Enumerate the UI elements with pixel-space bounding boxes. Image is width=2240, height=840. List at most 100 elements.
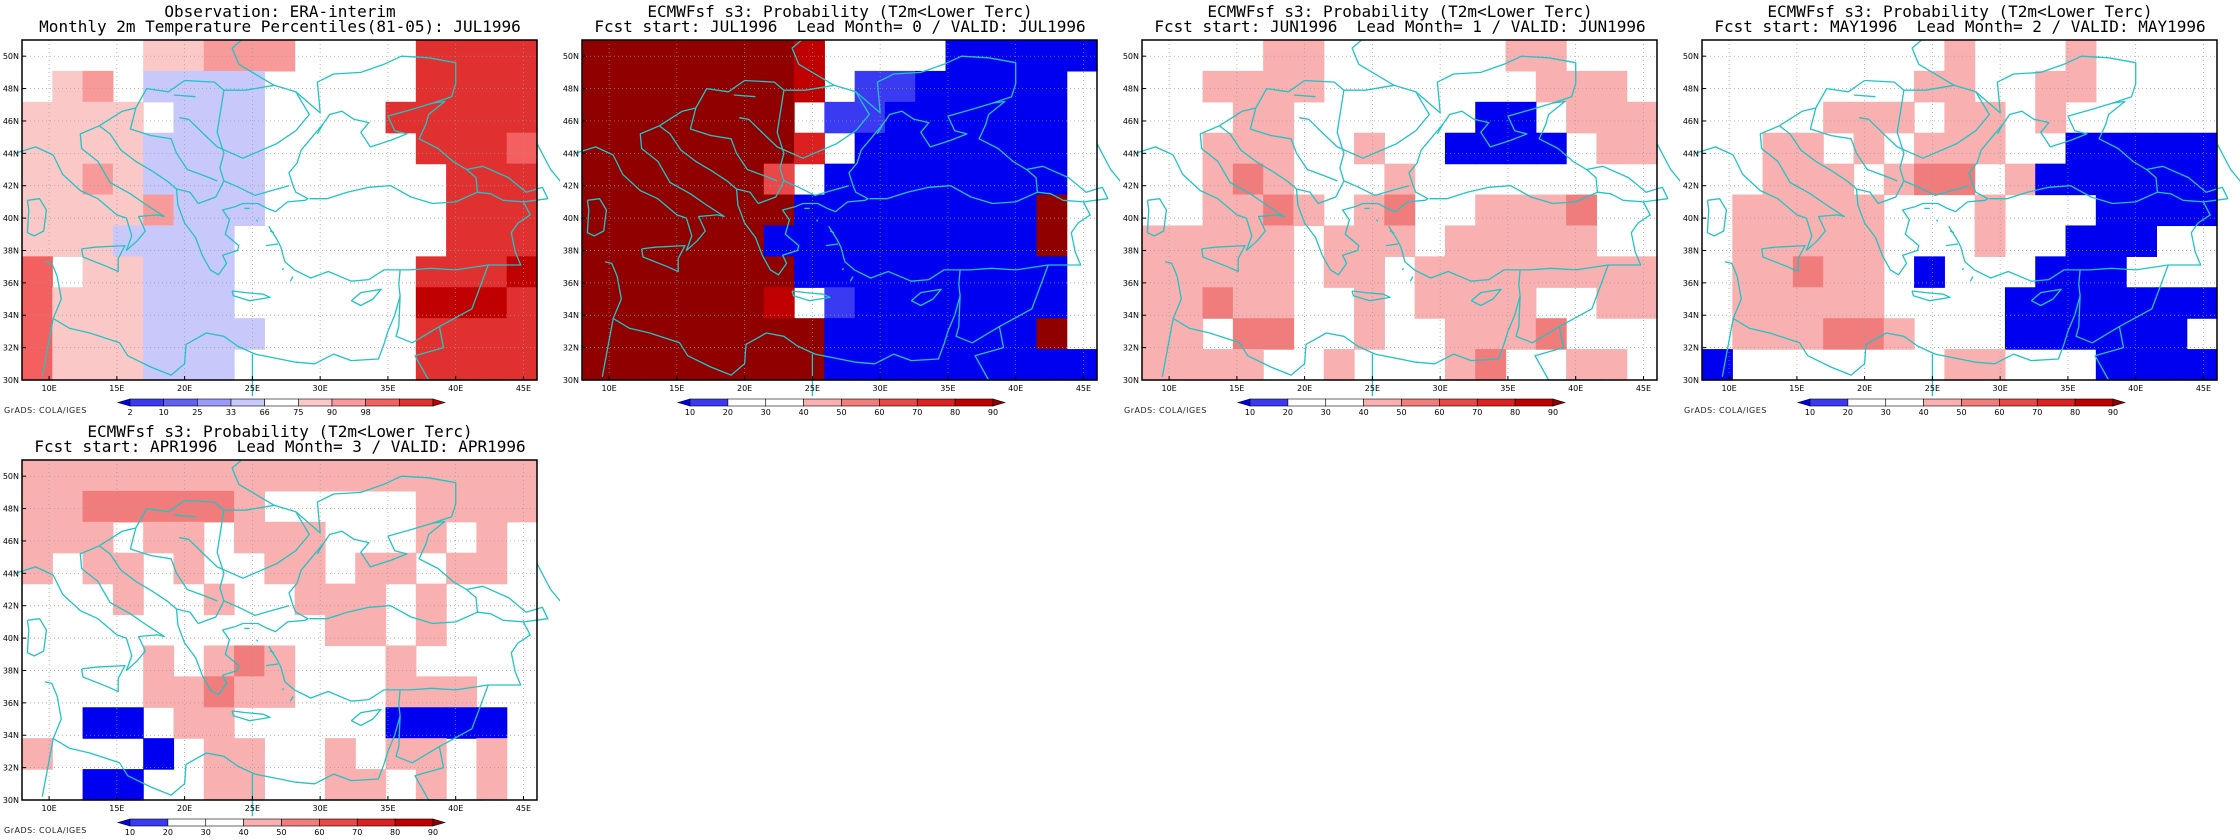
grid-cell (1853, 132, 1885, 165)
grid-cell (476, 552, 508, 585)
grid-cell (173, 349, 205, 381)
grid-cell (1354, 132, 1385, 165)
grid-cell (506, 460, 538, 492)
lat-tick-label: 30N (1123, 376, 1139, 385)
colorbar-tick-label: 30 (761, 408, 771, 417)
colorbar-tick-label: 60 (874, 408, 884, 417)
grid-cell (1535, 256, 1567, 288)
grid-cell (975, 318, 1007, 350)
grid-cell (582, 40, 613, 72)
grid-cell (824, 163, 856, 196)
lat-tick-label: 42N (3, 182, 19, 191)
grid-cell (22, 256, 53, 288)
coastlines (15, 39, 560, 397)
grid-cell (173, 318, 205, 350)
grid-cell (143, 132, 175, 165)
lon-tick-label: 10E (1721, 384, 1736, 393)
lat-tick-label: 44N (3, 569, 19, 578)
grid-cell (582, 256, 613, 288)
colorbar: 10 20 30 40 50 60 70 80 90 (676, 398, 1007, 417)
grid-cell (1036, 318, 1068, 350)
lat-tick-label: 38N (1123, 246, 1139, 255)
grid-cell (612, 70, 644, 103)
grid-cell (582, 70, 613, 103)
colorbar-tick-label: 80 (2070, 408, 2080, 417)
grid-cell (2156, 287, 2188, 319)
grid-cell (915, 194, 947, 227)
grid-cell (672, 70, 704, 103)
grid-cell (672, 349, 704, 381)
grid-cell (1944, 101, 1976, 134)
grid-cell (703, 70, 735, 103)
grid-cell (612, 287, 644, 319)
panel-title-line1: ECMWFsf s3: Probability (T2m<Lower Terc) (1767, 2, 2153, 21)
grid-cell (112, 460, 144, 492)
grid-cell (2186, 349, 2218, 381)
grid-cell (672, 40, 704, 72)
lat-tick-label: 36N (1683, 279, 1699, 288)
grid-cell (1505, 225, 1537, 257)
grid-cell (642, 225, 674, 257)
grid-cell (446, 676, 478, 708)
grid-cell (22, 552, 53, 585)
grid-cell (415, 738, 447, 770)
grid-cell (945, 70, 977, 103)
grid-cell (945, 287, 977, 319)
colorbar-tick-label: 70 (2032, 408, 2042, 417)
lon-tick-label: 15E (109, 384, 124, 393)
grid-cell (854, 163, 886, 196)
grid-cell (1202, 194, 1234, 227)
grid-cell (1006, 225, 1038, 257)
grid-cell (1354, 194, 1385, 227)
panel-observation: Observation: ERA-interim Monthly 2m Temp… (0, 0, 560, 420)
grid-cell (112, 225, 144, 257)
grid-cell (2035, 163, 2067, 196)
grid-cell (1444, 318, 1476, 350)
grid-cell (385, 101, 417, 134)
grid-cell (143, 738, 175, 770)
grid-cell (1626, 287, 1658, 319)
grid-cell (173, 490, 205, 523)
grid-cell (2126, 225, 2158, 257)
grid-cell (1762, 318, 1794, 350)
grid-cell (1505, 318, 1537, 350)
colorbar-tick-label: 70 (352, 828, 362, 837)
grid-cell (112, 163, 144, 196)
lon-tick-label: 30E (313, 804, 328, 813)
grid-cell (1823, 318, 1855, 350)
grid-cell (1596, 70, 1628, 103)
grid-cell (173, 552, 205, 585)
grid-cell (1354, 256, 1385, 288)
grid-cell (203, 287, 235, 319)
map-observation: 30N 32N 34N 36N 38N 40N 42N 44N 46N 48N 50N 10E 15E 2… (3, 39, 560, 417)
colorbar: 2 10 25 33 66 75 90 98 (116, 398, 447, 417)
colorbar-tick-label: 50 (836, 408, 846, 417)
grid-cell (234, 132, 265, 165)
grid-cell (733, 349, 765, 381)
lat-tick-label: 30N (1683, 376, 1699, 385)
grid-cell (2156, 349, 2188, 381)
colorbar-tick-label: 80 (1510, 408, 1520, 417)
grid-cell (112, 707, 144, 739)
grid-cell (1944, 349, 1976, 381)
grid-cell (672, 225, 704, 257)
grid-cell (945, 194, 977, 227)
grid-cell (415, 583, 447, 616)
lon-tick-label: 45E (516, 804, 531, 813)
grid-cell (324, 614, 356, 647)
grid-cell (1232, 287, 1264, 319)
grid-cell (173, 521, 205, 554)
grid-cell (582, 194, 613, 227)
lat-tick-label: 40N (563, 214, 579, 223)
lat-tick-label: 50N (3, 52, 19, 61)
grid-cell (1263, 70, 1295, 103)
colorbar-tick-label: 70 (912, 408, 922, 417)
grid-cell (733, 70, 765, 103)
grid-cell (476, 490, 508, 523)
colorbar-tick-label: 33 (226, 408, 236, 417)
grid-cell (612, 194, 644, 227)
plot-frame (1141, 39, 1658, 381)
grid-cell (143, 460, 175, 492)
grid-cell (22, 287, 53, 319)
grid-cell (1626, 132, 1658, 165)
